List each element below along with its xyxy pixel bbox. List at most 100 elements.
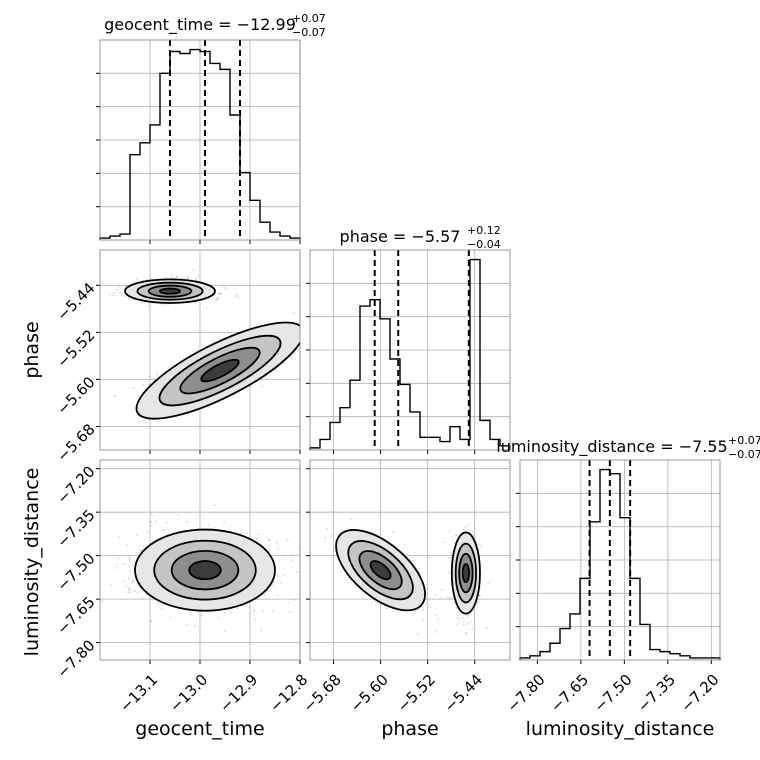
hist-panel-luminosity-distance	[516, 459, 721, 664]
panels: −13.1 −13.0 −12.9 −12.8−5.68 −5.60 −5.52 −5.44…	[53, 39, 723, 716]
x-tick-label-phase: −5.52	[394, 671, 439, 716]
sample-point	[150, 524, 153, 527]
sample-point	[150, 512, 153, 515]
sample-point	[456, 616, 459, 619]
sample-point	[325, 527, 328, 530]
sample-point	[313, 321, 315, 323]
panel-frame	[309, 249, 511, 451]
sample-point	[138, 420, 141, 423]
sample-point	[471, 530, 474, 533]
sample-point	[215, 299, 218, 302]
sample-point	[216, 297, 219, 300]
sample-point	[157, 420, 160, 423]
sample-point	[477, 543, 480, 546]
contour-line	[461, 563, 470, 584]
sample-point	[213, 527, 216, 530]
contour-line	[188, 560, 222, 581]
panel-content	[100, 250, 315, 450]
sample-point	[436, 630, 438, 633]
sample-point	[296, 571, 299, 574]
sample-point	[417, 633, 420, 636]
ylabel-phase: phase	[21, 321, 43, 378]
sample-point	[127, 577, 130, 580]
title-geocent-time-minus: −0.07	[292, 26, 326, 39]
sample-point	[267, 539, 270, 542]
sample-point	[160, 607, 163, 610]
sample-point	[123, 579, 126, 582]
axis-labels: geocent_time phase luminosity_distance p…	[21, 321, 714, 740]
sample-point	[276, 548, 279, 550]
sample-point	[442, 541, 445, 544]
sample-point	[437, 618, 439, 621]
sample-point	[118, 557, 120, 560]
sample-point	[241, 529, 244, 532]
sample-point	[136, 591, 139, 594]
sample-point	[193, 625, 196, 627]
histogram-step	[309, 258, 511, 450]
sample-point	[245, 532, 248, 535]
sample-point	[260, 629, 263, 632]
sample-point	[477, 600, 480, 603]
sample-point	[469, 620, 472, 623]
sample-point	[255, 537, 258, 540]
sample-point	[292, 312, 295, 315]
sample-point	[112, 291, 115, 294]
sample-point	[302, 325, 304, 327]
sample-point	[125, 585, 128, 588]
sample-point	[131, 580, 134, 583]
2d-panel-phase-vs-geocent-time	[96, 249, 315, 454]
sample-point	[127, 565, 130, 568]
sample-point	[187, 277, 189, 280]
contour-line	[454, 542, 477, 604]
density-level-3	[201, 359, 239, 382]
sample-point	[283, 574, 286, 576]
sample-point	[154, 520, 157, 523]
sample-point	[223, 521, 226, 524]
contour-line	[335, 529, 426, 612]
sample-point	[216, 296, 219, 299]
sample-point	[128, 589, 131, 591]
sample-point	[329, 510, 332, 513]
sample-point	[205, 307, 207, 310]
sample-point	[253, 609, 255, 612]
sample-point	[464, 526, 467, 529]
x-tick-label-geocent-time: −12.9	[216, 671, 261, 716]
x-tick-label-luminosity-distance: −7.80	[503, 671, 548, 716]
sample-point	[458, 619, 461, 621]
sample-point	[448, 557, 451, 559]
contour-line	[147, 284, 193, 298]
sample-point	[421, 619, 424, 622]
sample-point	[142, 545, 145, 548]
y-tick-label-phase: −5.44	[53, 279, 98, 324]
sample-point	[455, 607, 458, 609]
x-tick-label-luminosity-distance: −7.50	[590, 671, 635, 716]
sample-point	[450, 551, 452, 554]
sample-point	[115, 566, 118, 569]
sample-point	[236, 607, 239, 610]
sample-point	[392, 531, 394, 533]
sample-point	[403, 543, 406, 546]
sample-point	[263, 594, 266, 597]
sample-point	[391, 610, 394, 613]
y-tick-label-luminosity-distance: −7.20	[53, 463, 98, 508]
contour-line	[450, 531, 481, 615]
sample-point	[466, 622, 469, 625]
sample-point	[144, 421, 147, 424]
sample-point	[139, 549, 142, 552]
x-tick-label-phase: −5.60	[347, 671, 392, 716]
sample-point	[261, 385, 264, 388]
sample-point	[136, 534, 139, 537]
sample-point	[439, 597, 442, 599]
sample-point	[132, 589, 135, 592]
x-tick-label-phase: −5.44	[441, 671, 486, 716]
y-tick-label-luminosity-distance: −7.35	[53, 506, 98, 551]
sample-point	[302, 549, 304, 551]
sample-point	[147, 305, 150, 308]
sample-point	[124, 285, 127, 288]
sample-point	[186, 624, 189, 626]
panel-frame	[99, 459, 301, 661]
sample-point	[290, 356, 293, 359]
sample-point	[200, 614, 203, 617]
sample-point	[274, 368, 277, 371]
sample-point	[141, 302, 144, 305]
